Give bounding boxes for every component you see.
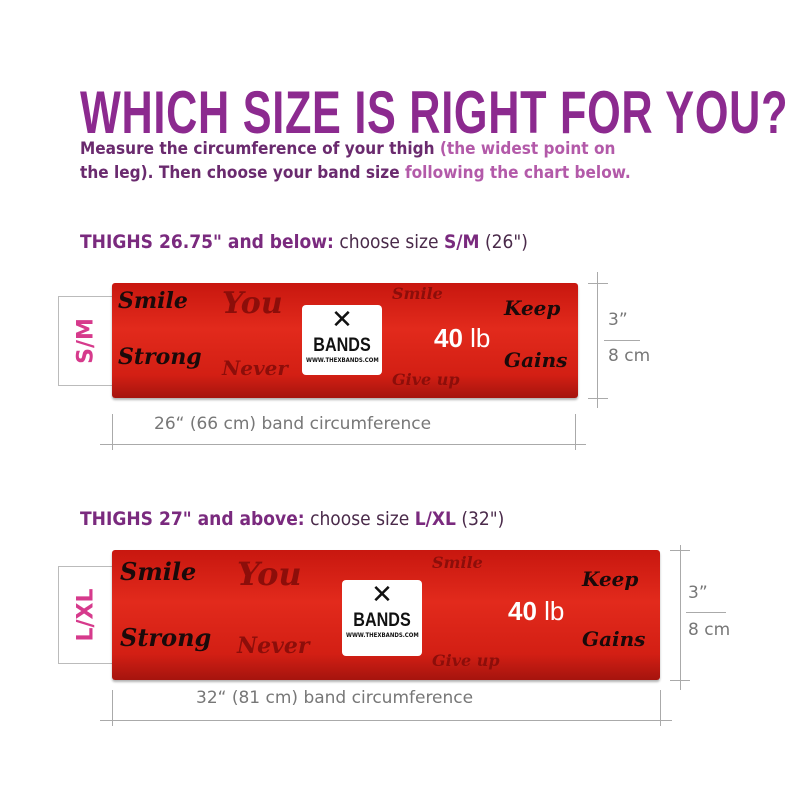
dimension-tick: [112, 414, 113, 450]
band-word: Keep: [504, 296, 561, 320]
dimension-divider: [686, 612, 726, 613]
band-word: Never: [222, 356, 288, 380]
xbands-logo: ✕ BANDS WWW.THEXBANDS.COM: [342, 580, 422, 656]
dimension-tick: [670, 680, 690, 681]
band-word: Give up: [392, 370, 460, 389]
height-dimension-line: [597, 272, 598, 408]
band-image-lxl: Smile Strong You Smile Never Give up Kee…: [112, 550, 660, 680]
xbands-logo: ✕ BANDS WWW.THEXBANDS.COM: [302, 305, 382, 375]
height-dimension-line: [680, 545, 681, 690]
dimension-tick: [588, 398, 608, 399]
size-heading-sm: THIGHS 26.75" and below: choose size S/M…: [80, 231, 528, 253]
dimension-tick: [588, 283, 608, 284]
size-label-box-sm: S/M: [58, 296, 113, 386]
circumference-line-lxl: [100, 720, 672, 721]
circumference-line-sm: [100, 444, 586, 445]
page-title: WHICH SIZE IS RIGHT FOR YOU?: [80, 79, 789, 146]
band-word: You: [237, 555, 302, 593]
band-width-in: 3”: [608, 310, 628, 330]
band-width-in: 3”: [688, 583, 708, 603]
band-width-cm: 8 cm: [608, 346, 651, 366]
dimension-tick: [575, 414, 576, 450]
band-word: Smile: [432, 553, 483, 572]
size-label-box-lxl: L/XL: [58, 566, 113, 664]
band-weight: 40 lb: [434, 323, 491, 353]
dimension-tick: [660, 690, 661, 726]
band-word: Gains: [504, 348, 568, 372]
band-word: You: [222, 286, 283, 321]
band-word: Keep: [582, 567, 639, 591]
band-weight: 40 lb: [508, 596, 565, 626]
circumference-label-sm: 26“ (66 cm) band circumference: [154, 414, 432, 434]
circumference-label-lxl: 32“ (81 cm) band circumference: [196, 688, 474, 708]
x-mark-icon: ✕: [331, 305, 353, 335]
band-width-cm: 8 cm: [688, 620, 731, 640]
band-word: Never: [237, 633, 310, 659]
band-word: Smile: [118, 288, 188, 314]
dimension-tick: [670, 550, 690, 551]
band-word: Strong: [118, 344, 202, 370]
band-word: Give up: [432, 651, 500, 670]
band-word: Gains: [582, 627, 646, 651]
band-word: Smile: [392, 284, 443, 303]
dimension-tick: [112, 690, 113, 726]
band-word: Smile: [120, 557, 197, 586]
instructions: Measure the circumference of your thigh …: [80, 139, 631, 182]
band-image-sm: Smile Strong You Smile Never Give up Kee…: [112, 283, 578, 398]
x-mark-icon: ✕: [371, 580, 393, 610]
dimension-divider: [604, 340, 640, 341]
size-heading-lxl: THIGHS 27" and above: choose size L/XL (…: [80, 508, 505, 530]
band-word: Strong: [120, 623, 212, 652]
